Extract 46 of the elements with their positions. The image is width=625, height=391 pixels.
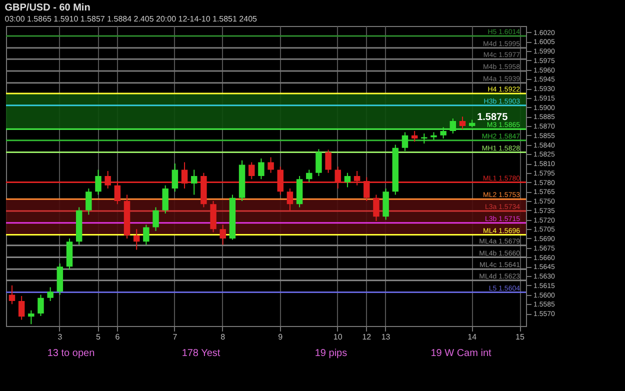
- candlestick: [248, 162, 255, 180]
- x-tick-label: 15: [516, 332, 526, 342]
- candlestick: [28, 310, 34, 325]
- x-tick-label: 5: [96, 332, 102, 342]
- candlestick: [440, 126, 446, 139]
- candlestick: [38, 294, 44, 316]
- x-tick-label: 8: [220, 332, 226, 342]
- candlestick: [47, 286, 54, 302]
- candlestick: [190, 169, 198, 196]
- candlestick: [459, 116, 466, 130]
- candlestick: [220, 224, 226, 246]
- x-tick-label: 3: [58, 332, 63, 342]
- candlestick: [286, 188, 294, 211]
- candlestick: [306, 169, 312, 183]
- x-tick-label: 7: [172, 332, 178, 342]
- text: 19 W Cam int: [430, 348, 492, 359]
- candlestick: [402, 132, 408, 152]
- text: 13 to open: [47, 348, 95, 359]
- x-tick-label: 12: [362, 332, 372, 342]
- text: 19 pips: [314, 348, 348, 359]
- candlestick: [411, 130, 418, 142]
- x-tick-label: 9: [278, 332, 284, 342]
- x-tick-label: 14: [468, 332, 478, 342]
- candlestick: [152, 206, 159, 232]
- x-tick-label: 6: [115, 332, 120, 342]
- candlestick: [86, 188, 92, 216]
- candlestick: [450, 118, 456, 134]
- candlestick: [316, 148, 322, 176]
- candlestick: [172, 163, 178, 192]
- candlestick: [18, 296, 25, 320]
- annotation: 1.5875: [477, 112, 508, 123]
- candlestick: [325, 149, 332, 174]
- x-tick-label: 10: [333, 332, 343, 342]
- candlestick: [373, 194, 380, 222]
- candlestick: [258, 158, 264, 180]
- candlestick: [268, 156, 274, 174]
- candlestick: [344, 172, 351, 188]
- chart-title: GBP/USD - 60 Min: [4, 2, 90, 14]
- chart-subtitle: 03:00 1.5865 1.5910 1.5857 1.5884 2.405 20:00 12-14-10 1.5851 2405: [4, 14, 258, 24]
- candlestick: [95, 169, 102, 196]
- candlestick: [143, 224, 150, 246]
- candlestick: [133, 228, 140, 250]
- text: 178 Yest: [182, 348, 220, 359]
- candlestick: [8, 284, 16, 305]
- x-tick-label: 13: [381, 332, 391, 342]
- candlestick: [162, 184, 168, 214]
